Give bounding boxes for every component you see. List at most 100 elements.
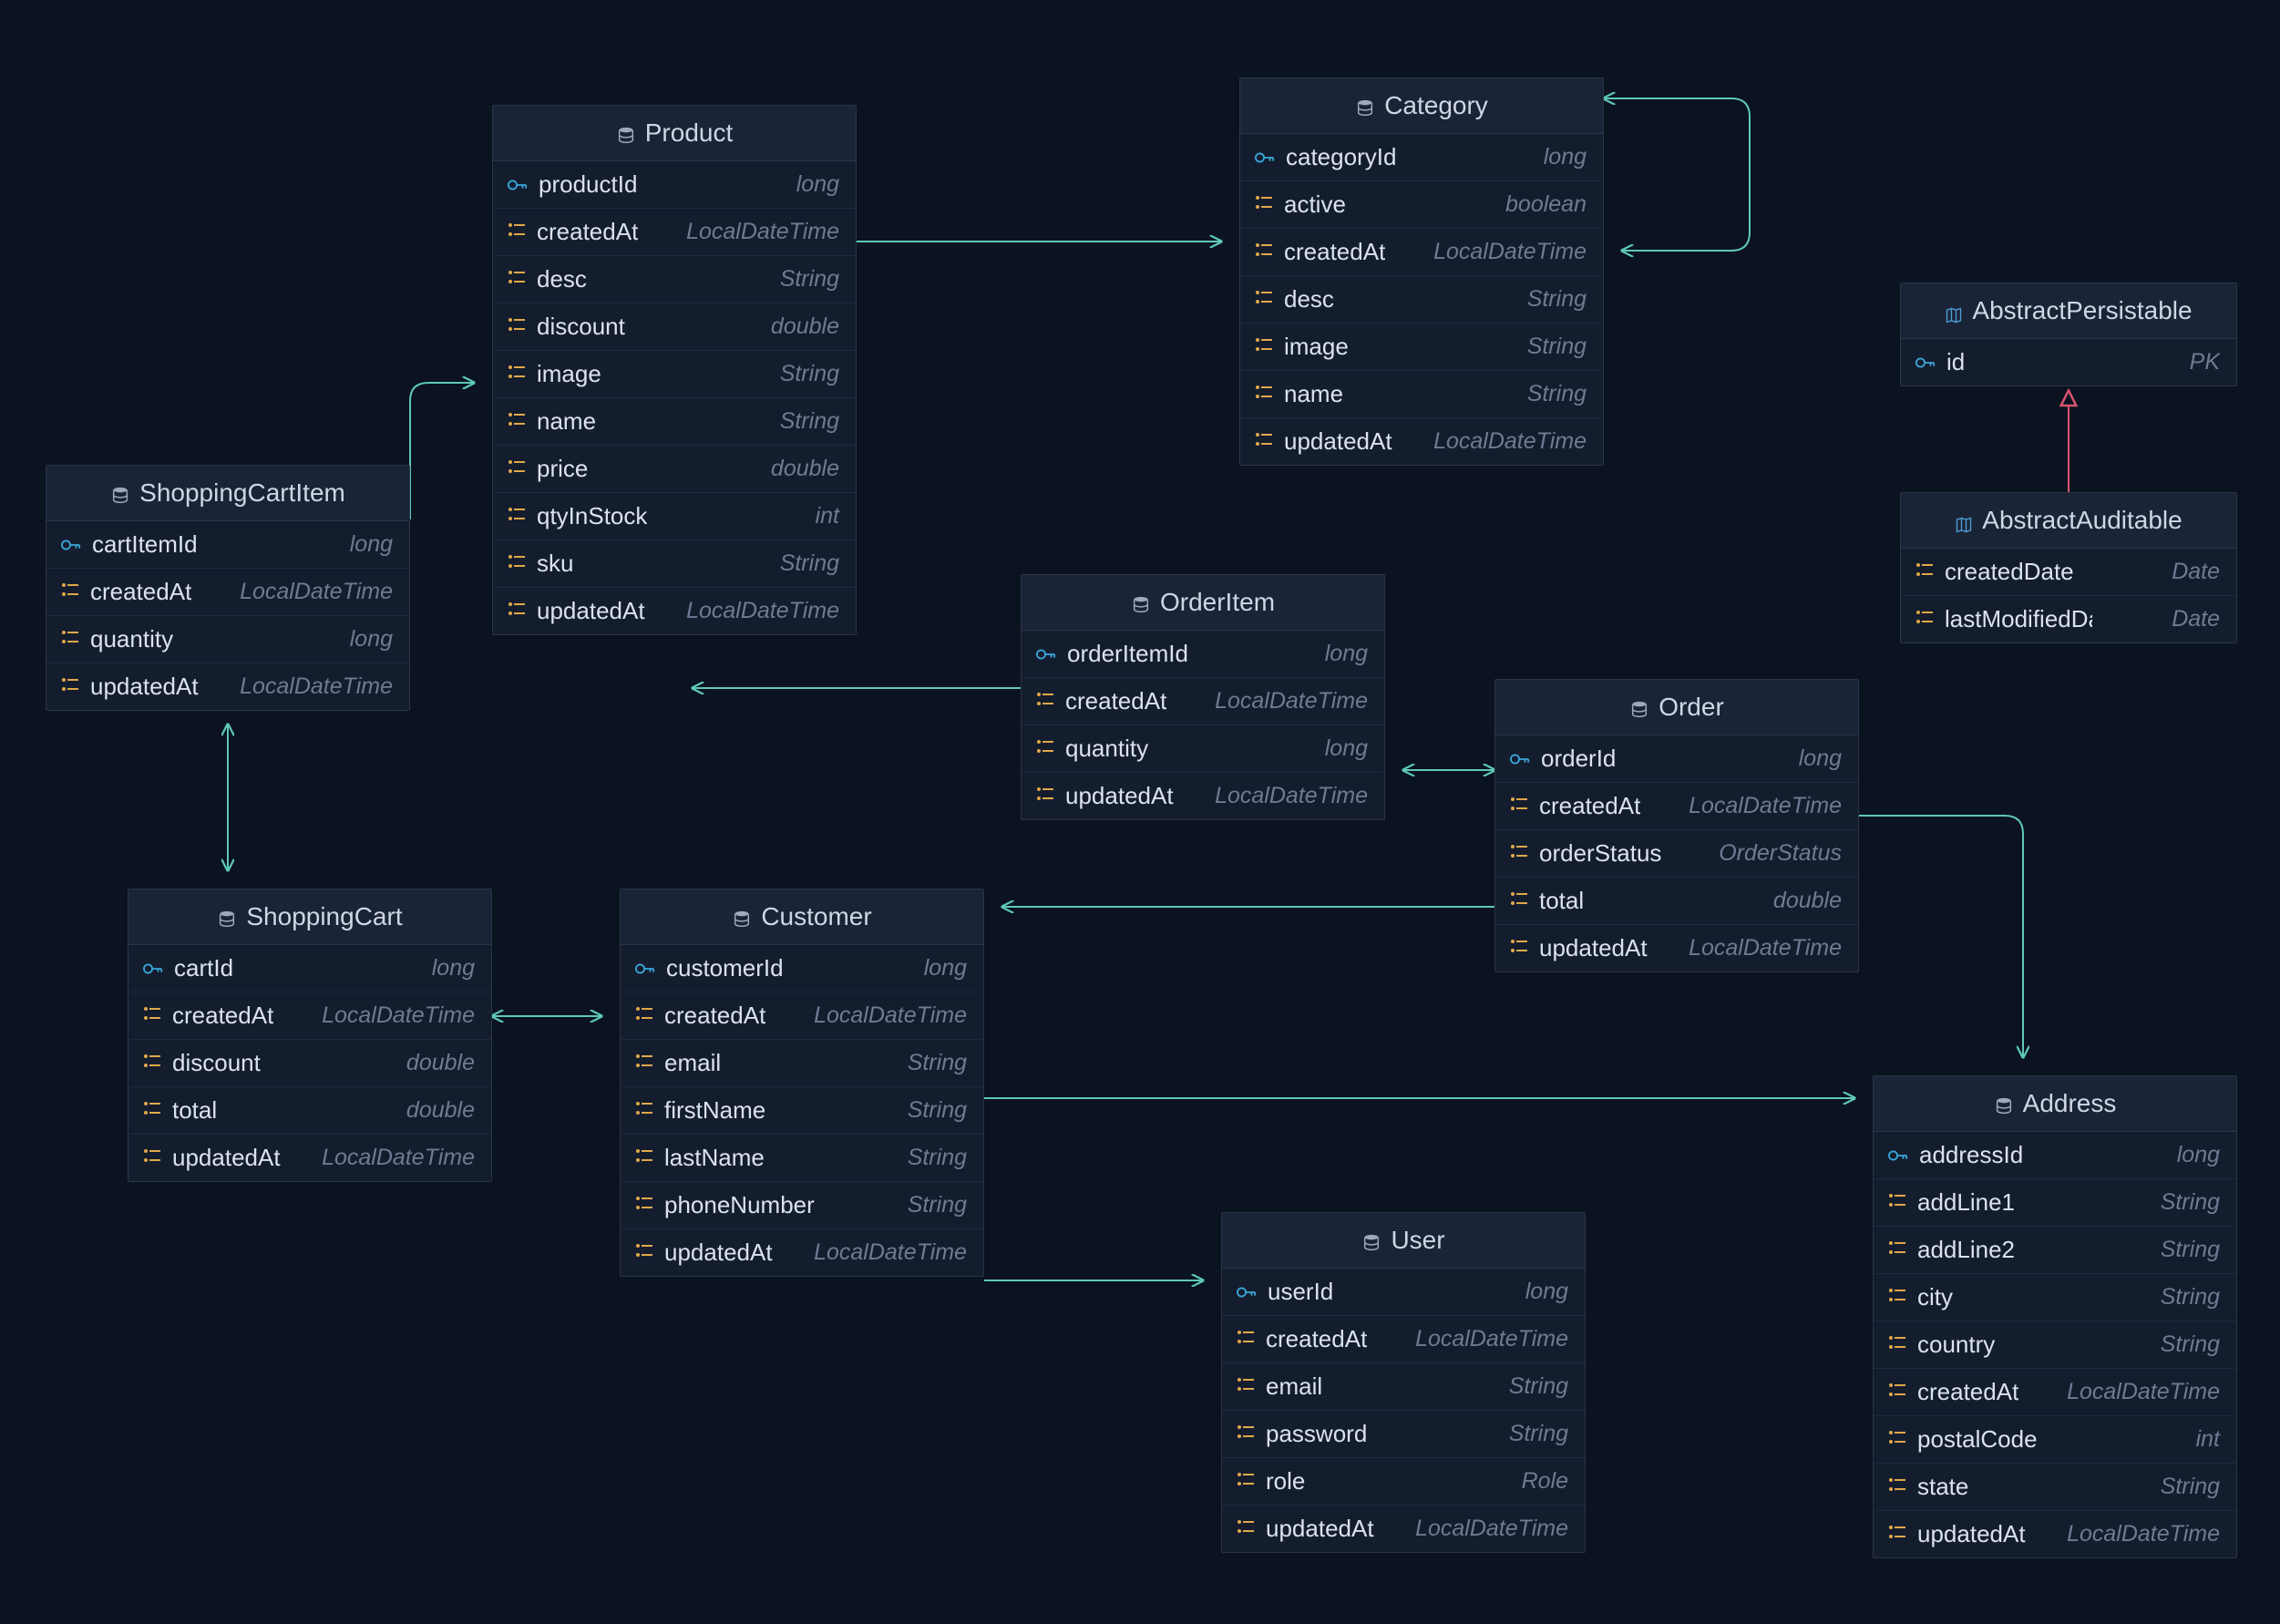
field-row[interactable]: descString: [493, 256, 856, 303]
field-row[interactable]: phoneNumberString: [621, 1182, 983, 1229]
field-row[interactable]: updatedAtLocalDateTime: [621, 1229, 983, 1276]
entity-header[interactable]: Product: [493, 106, 856, 161]
field-type: int: [816, 503, 839, 529]
field-row[interactable]: updatedAtLocalDateTime: [1022, 773, 1384, 819]
field-type: int: [2196, 1426, 2220, 1453]
field-icon: [1237, 1424, 1255, 1444]
row-left: lastName: [635, 1144, 765, 1172]
field-type: String: [1527, 286, 1587, 313]
field-row[interactable]: cartItemIdlong: [46, 521, 409, 569]
entity-address[interactable]: AddressaddressIdlongaddLine1StringaddLin…: [1873, 1075, 2237, 1558]
field-row[interactable]: totaldouble: [1495, 878, 1858, 925]
field-row[interactable]: createdAtLocalDateTime: [128, 992, 491, 1040]
field-row[interactable]: productIdlong: [493, 161, 856, 209]
field-row[interactable]: orderIdlong: [1495, 735, 1858, 783]
field-row[interactable]: createdDateDate: [1901, 549, 2236, 596]
entity-header[interactable]: User: [1222, 1213, 1585, 1269]
field-row[interactable]: cartIdlong: [128, 945, 491, 992]
field-row[interactable]: createdAtLocalDateTime: [621, 992, 983, 1040]
field-type: long: [350, 626, 393, 653]
field-row[interactable]: orderItemIdlong: [1022, 631, 1384, 678]
field-row[interactable]: imageString: [493, 351, 856, 398]
field-type: LocalDateTime: [814, 1239, 967, 1266]
row-left: qtyInStock: [508, 502, 647, 530]
field-row[interactable]: roleRole: [1222, 1458, 1585, 1506]
field-row[interactable]: createdAtLocalDateTime: [46, 569, 409, 616]
entity-header[interactable]: ShoppingCart: [128, 889, 491, 945]
entity-abstractPersistable[interactable]: AbstractPersistableidPK: [1900, 283, 2237, 386]
field-row[interactable]: qtyInStock int: [493, 493, 856, 540]
entity-orderItem[interactable]: OrderItemorderItemIdlongcreatedAtLocalDa…: [1021, 574, 1385, 820]
entity-header[interactable]: ShoppingCartItem: [46, 466, 409, 521]
field-row[interactable]: activeboolean: [1240, 181, 1603, 229]
field-row[interactable]: lastModifiedDateDate: [1901, 596, 2236, 642]
entity-abstractAuditable[interactable]: AbstractAuditablecreatedDateDatelastModi…: [1900, 492, 2237, 643]
entity-customer[interactable]: CustomercustomerIdlongcreatedAtLocalDate…: [620, 889, 984, 1277]
field-row[interactable]: imageString: [1240, 324, 1603, 371]
field-row[interactable]: lastNameString: [621, 1135, 983, 1182]
field-row[interactable]: cityString: [1874, 1274, 2236, 1321]
field-row[interactable]: orderStatusOrderStatus: [1495, 830, 1858, 878]
field-row[interactable]: createdAtLocalDateTime: [1495, 783, 1858, 830]
field-name: active: [1284, 190, 1346, 219]
entity-user[interactable]: UseruserIdlongcreatedAtLocalDateTimeemai…: [1221, 1212, 1586, 1553]
entity-category[interactable]: CategorycategoryIdlongactivebooleancreat…: [1239, 77, 1604, 466]
field-row[interactable]: emailString: [621, 1040, 983, 1087]
field-row[interactable]: categoryIdlong: [1240, 134, 1603, 181]
entity-header[interactable]: OrderItem: [1022, 575, 1384, 631]
field-name: name: [1284, 380, 1343, 408]
field-row[interactable]: updatedAtLocalDateTime: [46, 663, 409, 710]
field-row[interactable]: skuString: [493, 540, 856, 588]
field-row[interactable]: firstNameString: [621, 1087, 983, 1135]
entity-header[interactable]: AbstractAuditable: [1901, 493, 2236, 549]
field-row[interactable]: pricedouble: [493, 446, 856, 493]
field-row[interactable]: createdAtLocalDateTime: [1240, 229, 1603, 276]
field-row[interactable]: nameString: [1240, 371, 1603, 418]
field-row[interactable]: idPK: [1901, 339, 2236, 385]
entity-header[interactable]: Customer: [621, 889, 983, 945]
field-row[interactable]: updatedAtLocalDateTime: [1222, 1506, 1585, 1552]
field-row[interactable]: nameString: [493, 398, 856, 446]
field-row[interactable]: quantitylong: [1022, 725, 1384, 773]
field-row[interactable]: quantitylong: [46, 616, 409, 663]
field-row[interactable]: desc String: [1240, 276, 1603, 324]
entity-shoppingCart[interactable]: ShoppingCartcartIdlongcreatedAtLocalDate…: [128, 889, 492, 1182]
field-name: updatedAt: [537, 597, 645, 625]
field-row[interactable]: discountdouble: [128, 1040, 491, 1087]
field-row[interactable]: customerIdlong: [621, 945, 983, 992]
entity-product[interactable]: ProductproductIdlongcreatedAtLocalDateTi…: [492, 105, 857, 635]
field-row[interactable]: discountdouble: [493, 303, 856, 351]
field-name: createdAt: [1917, 1378, 2018, 1406]
field-row[interactable]: emailString: [1222, 1363, 1585, 1411]
field-row[interactable]: updatedAtLocalDateTime: [493, 588, 856, 634]
row-left: desc: [1255, 285, 1334, 313]
row-left: createdAt: [635, 1002, 765, 1030]
field-row[interactable]: postalCodeint: [1874, 1416, 2236, 1464]
entity-header[interactable]: Address: [1874, 1076, 2236, 1132]
field-icon: [1036, 738, 1054, 759]
field-type: LocalDateTime: [322, 1002, 475, 1029]
field-row[interactable]: createdAtLocalDateTime: [493, 209, 856, 256]
field-row[interactable]: updatedAtLocalDateTime: [1495, 925, 1858, 971]
field-row[interactable]: stateString: [1874, 1464, 2236, 1511]
entity-header[interactable]: Category: [1240, 78, 1603, 134]
entity-shoppingCartItem[interactable]: ShoppingCartItemcartItemIdlongcreatedAtL…: [46, 465, 410, 711]
row-left: firstName: [635, 1096, 765, 1125]
field-row[interactable]: createdAtLocalDateTime: [1874, 1369, 2236, 1416]
entity-order[interactable]: OrderorderIdlongcreatedAtLocalDateTimeor…: [1494, 679, 1859, 972]
field-row[interactable]: countryString: [1874, 1321, 2236, 1369]
entity-header[interactable]: AbstractPersistable: [1901, 283, 2236, 339]
field-row[interactable]: addLine1String: [1874, 1179, 2236, 1227]
field-row[interactable]: createdAtLocalDateTime: [1222, 1316, 1585, 1363]
field-row[interactable]: passwordString: [1222, 1411, 1585, 1458]
entity-header[interactable]: Order: [1495, 680, 1858, 735]
field-row[interactable]: updatedAtLocalDateTime: [1874, 1511, 2236, 1557]
field-row[interactable]: updatedAtLocalDateTime: [1240, 418, 1603, 465]
field-row[interactable]: totaldouble: [128, 1087, 491, 1135]
field-icon: [635, 1005, 653, 1026]
field-row[interactable]: createdAtLocalDateTime: [1022, 678, 1384, 725]
field-row[interactable]: addressIdlong: [1874, 1132, 2236, 1179]
field-row[interactable]: addLine2String: [1874, 1227, 2236, 1274]
field-row[interactable]: updatedAtLocalDateTime: [128, 1135, 491, 1181]
field-row[interactable]: userIdlong: [1222, 1269, 1585, 1316]
